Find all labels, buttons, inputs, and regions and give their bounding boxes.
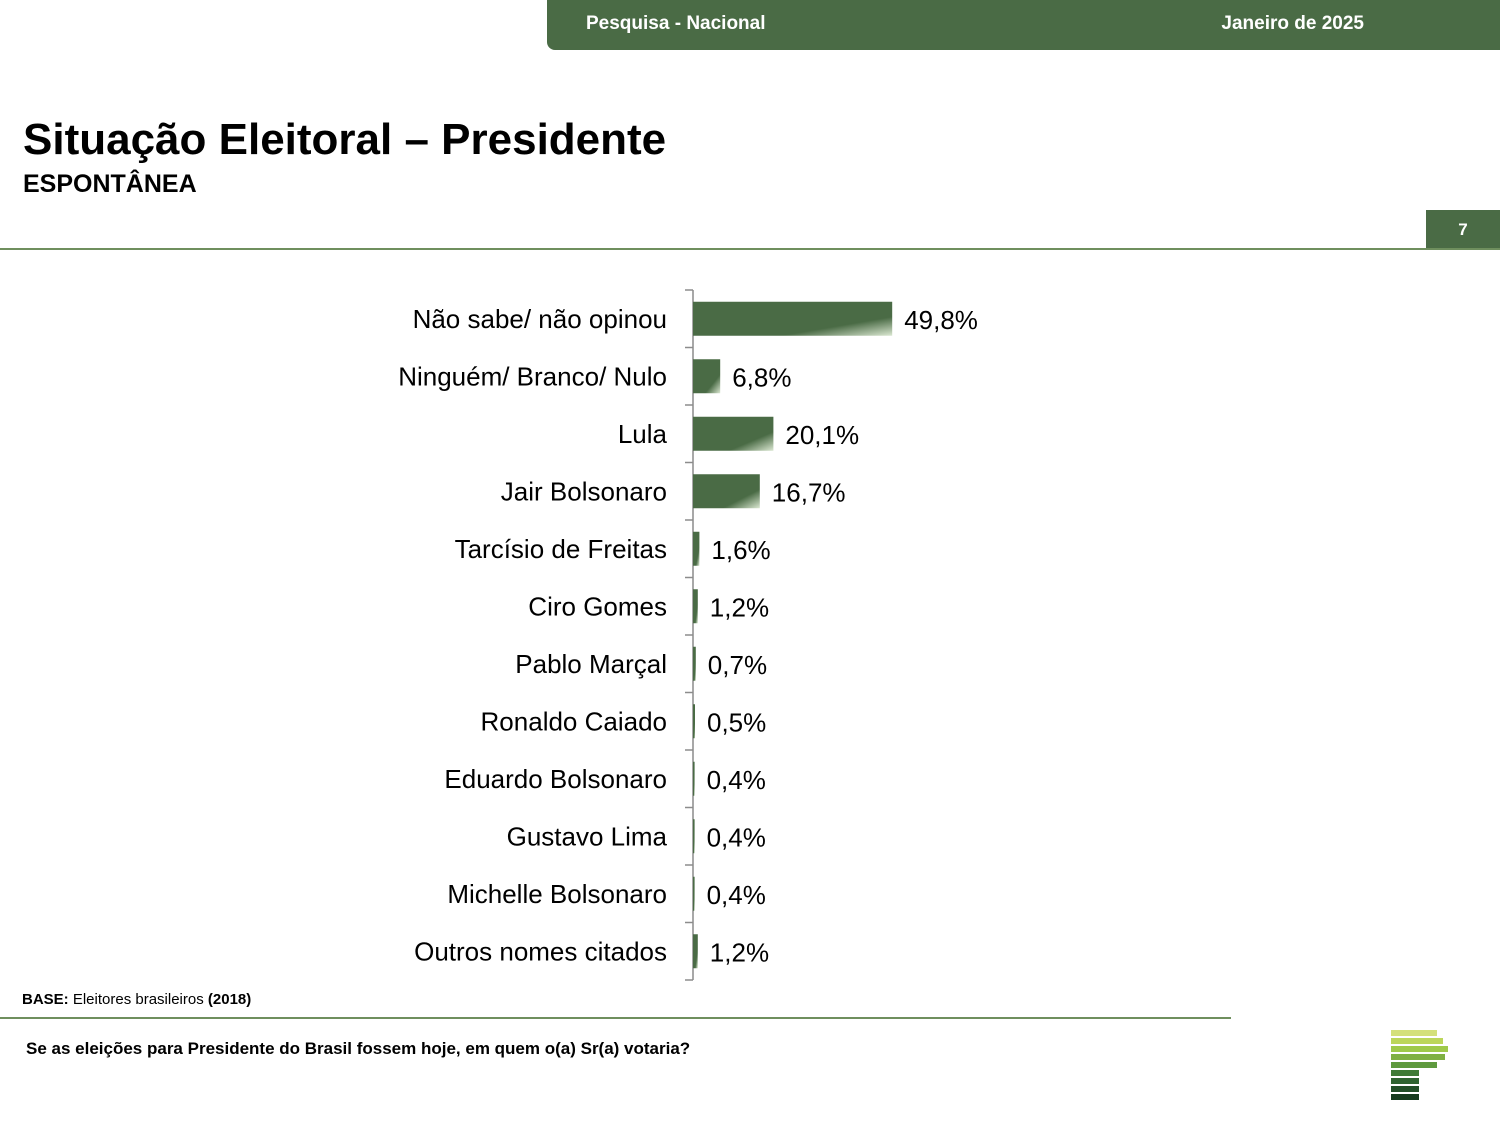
data-label: 16,7% (772, 477, 846, 507)
data-label: 6,8% (732, 362, 791, 392)
chart-bars (693, 301, 893, 969)
page-subtitle: ESPONTÂNEA (23, 170, 197, 198)
bar (693, 416, 774, 451)
bar (693, 531, 700, 566)
data-label: 1,6% (711, 535, 770, 565)
data-label: 49,8% (904, 305, 978, 335)
base-count: (2018) (207, 991, 252, 1008)
category-label: Jair Bolsonaro (501, 476, 667, 506)
logo-icon (1391, 1030, 1448, 1100)
category-label: Eduardo Bolsonaro (444, 764, 667, 794)
category-label: Gustavo Lima (507, 821, 668, 851)
header-bar: Pesquisa - Nacional Janeiro de 2025 (547, 0, 1500, 50)
category-label: Outros nomes citados (414, 936, 667, 966)
data-label: 1,2% (710, 592, 769, 622)
bar (693, 589, 698, 624)
data-label: 0,5% (707, 707, 766, 737)
category-label: Pablo Marçal (515, 649, 667, 679)
data-label: 0,7% (708, 650, 767, 680)
page-title: Situação Eleitoral – Presidente (23, 115, 667, 164)
data-label: 20,1% (785, 420, 859, 450)
category-label: Não sabe/ não opinou (413, 304, 667, 334)
category-label: Ciro Gomes (528, 591, 667, 621)
data-label: 0,4% (707, 880, 766, 910)
bar (693, 761, 695, 796)
data-label: 0,4% (707, 765, 766, 795)
bar-chart: Não sabe/ não opinou Ninguém/ Branco/ Nul… (398, 289, 978, 981)
date-label: Janeiro de 2025 (1221, 13, 1364, 34)
base-note: BASE: Eleitores brasileiros (2018) (22, 991, 251, 1008)
bar (693, 819, 695, 854)
survey-label: Pesquisa - Nacional (586, 13, 766, 34)
header-divider (0, 248, 1500, 250)
bar (693, 301, 893, 336)
base-label: BASE: (22, 991, 69, 1008)
page-number: 7 (1426, 210, 1500, 249)
bar (693, 876, 695, 911)
chart-value-labels: 49,8% 6,8% 20,1% 16,7%1,6% 1,2% 0,7% 0,5% 0,4% 0… (707, 305, 978, 968)
data-label: 1,2% (710, 937, 769, 967)
category-label: Lula (618, 419, 668, 449)
base-text: Eleitores brasileiros (72, 991, 204, 1008)
category-label: Michelle Bolsonaro (447, 879, 667, 909)
chart-axis (685, 289, 694, 981)
chart-category-labels: Não sabe/ não opinou Ninguém/ Branco/ Nul… (398, 304, 667, 967)
footer-divider (0, 1017, 1231, 1019)
category-label: Tarcísio de Freitas (455, 534, 667, 564)
bar (693, 359, 721, 394)
category-label: Ninguém/ Branco/ Nulo (398, 361, 667, 391)
survey-question: Se as eleições para Presidente do Brasil… (26, 1039, 691, 1058)
bar (693, 704, 695, 739)
bar (693, 474, 760, 509)
category-label: Ronaldo Caiado (481, 706, 667, 736)
data-label: 0,4% (707, 822, 766, 852)
bar (693, 934, 698, 969)
bar (693, 646, 696, 681)
